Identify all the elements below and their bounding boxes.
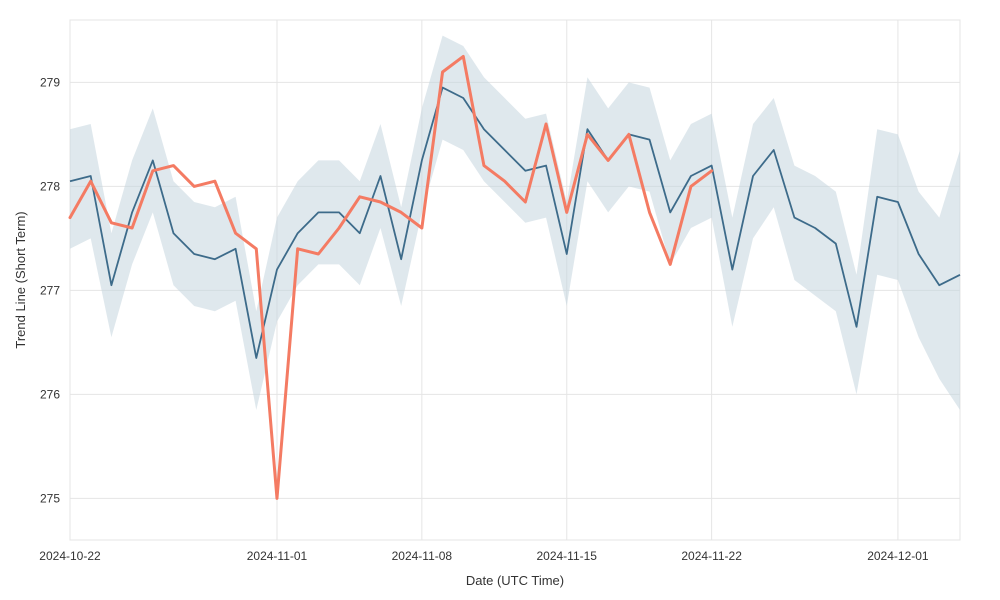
- x-tick-label: 2024-11-08: [392, 549, 453, 563]
- x-tick-label: 2024-12-01: [867, 549, 929, 563]
- chart-svg: 275 276 277 278 279 2024-10-22 2024-11-01 2024-…: [0, 0, 1000, 600]
- x-tick-label: 2024-11-15: [536, 549, 597, 563]
- y-axis-label: Trend Line (Short Term): [13, 211, 28, 348]
- x-tick-label: 2024-11-22: [681, 549, 742, 563]
- x-axis-label: Date (UTC Time): [466, 573, 564, 588]
- x-tick-label: 2024-11-01: [247, 549, 308, 563]
- y-tick-label: 276: [40, 387, 60, 401]
- y-tick-label: 279: [40, 75, 60, 89]
- y-tick-label: 275: [40, 491, 60, 505]
- y-tick-label: 278: [40, 179, 60, 193]
- y-tick-label: 277: [40, 283, 60, 297]
- x-tick-label: 2024-10-22: [39, 549, 101, 563]
- trend-chart: 275 276 277 278 279 2024-10-22 2024-11-01 2024-…: [0, 0, 1000, 600]
